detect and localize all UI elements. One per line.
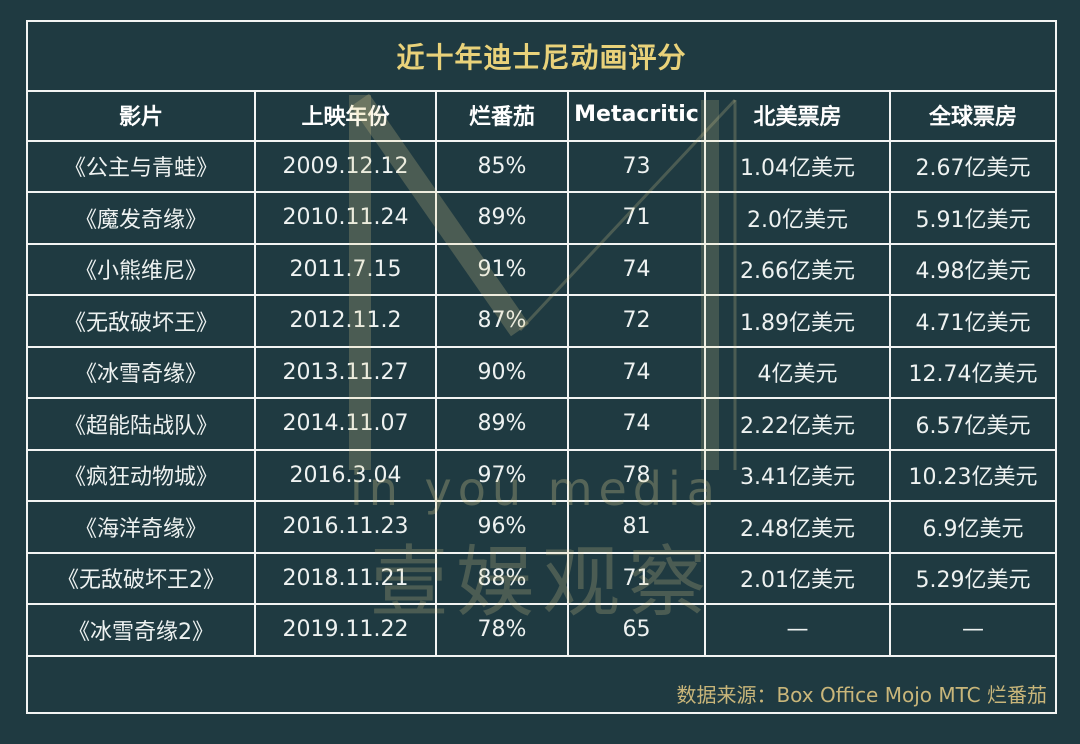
domestic-box-office-cell: 2.48亿美元	[704, 500, 891, 554]
table-row: 《冰雪奇缘》 2013.11.27 90% 74 4亿美元 12.74亿美元	[28, 345, 1055, 399]
rotten-tomatoes-cell: 89%	[435, 397, 569, 451]
worldwide-box-office-cell: 2.67亿美元	[889, 139, 1055, 193]
column-header: Metacritic	[567, 90, 706, 142]
release-date-cell: 2014.11.07	[254, 397, 437, 451]
domestic-box-office-cell: 2.22亿美元	[704, 397, 891, 451]
worldwide-box-office-cell: 4.98亿美元	[889, 242, 1055, 296]
table-row: 《魔发奇缘》 2010.11.24 89% 71 2.0亿美元 5.91亿美元	[28, 191, 1055, 245]
rotten-tomatoes-cell: 88%	[435, 551, 569, 605]
domestic-box-office-cell: 2.0亿美元	[704, 191, 891, 245]
worldwide-box-office-cell: 6.9亿美元	[889, 500, 1055, 554]
film-cell: 《无敌破坏王2》	[28, 551, 256, 605]
source-text: 数据来源：Box Office Mojo MTC 烂番茄	[676, 682, 1047, 707]
header-row: 影片 上映年份 烂番茄 Metacritic 北美票房 全球票房	[28, 90, 1055, 142]
film-cell: 《小熊维尼》	[28, 242, 256, 296]
domestic-box-office-cell: 1.89亿美元	[704, 294, 891, 348]
worldwide-box-office-cell: 10.23亿美元	[889, 448, 1055, 502]
film-cell: 《冰雪奇缘》	[28, 345, 256, 399]
domestic-box-office-cell: 2.66亿美元	[704, 242, 891, 296]
metacritic-cell: 65	[567, 603, 706, 657]
metacritic-cell: 78	[567, 448, 706, 502]
film-cell: 《疯狂动物城》	[28, 448, 256, 502]
worldwide-box-office-cell: 6.57亿美元	[889, 397, 1055, 451]
domestic-box-office-cell: 1.04亿美元	[704, 139, 891, 193]
film-cell: 《超能陆战队》	[28, 397, 256, 451]
table-row: 《无敌破坏王2》 2018.11.21 88% 71 2.01亿美元 5.29亿美元	[28, 551, 1055, 605]
worldwide-box-office-cell: 5.91亿美元	[889, 191, 1055, 245]
release-date-cell: 2012.11.2	[254, 294, 437, 348]
domestic-box-office-cell: 4亿美元	[704, 345, 891, 399]
table-row: 《无敌破坏王》 2012.11.2 87% 72 1.89亿美元 4.71亿美元	[28, 294, 1055, 348]
metacritic-cell: 74	[567, 242, 706, 296]
rotten-tomatoes-cell: 78%	[435, 603, 569, 657]
metacritic-cell: 71	[567, 191, 706, 245]
rotten-tomatoes-cell: 97%	[435, 448, 569, 502]
rotten-tomatoes-cell: 85%	[435, 139, 569, 193]
domestic-box-office-cell: 3.41亿美元	[704, 448, 891, 502]
worldwide-box-office-cell: 12.74亿美元	[889, 345, 1055, 399]
rotten-tomatoes-cell: 91%	[435, 242, 569, 296]
table-row: 《海洋奇缘》 2016.11.23 96% 81 2.48亿美元 6.9亿美元	[28, 500, 1055, 554]
rotten-tomatoes-cell: 90%	[435, 345, 569, 399]
title-bar: 近十年迪士尼动画评分	[28, 22, 1055, 92]
release-date-cell: 2013.11.27	[254, 345, 437, 399]
release-date-cell: 2009.12.12	[254, 139, 437, 193]
column-header: 上映年份	[254, 90, 437, 142]
release-date-cell: 2018.11.21	[254, 551, 437, 605]
table-row: 《超能陆战队》 2014.11.07 89% 74 2.22亿美元 6.57亿美元	[28, 397, 1055, 451]
release-date-cell: 2019.11.22	[254, 603, 437, 657]
rotten-tomatoes-cell: 89%	[435, 191, 569, 245]
table-row: 《冰雪奇缘2》 2019.11.22 78% 65— —	[28, 603, 1055, 657]
worldwide-box-office-cell: 4.71亿美元	[889, 294, 1055, 348]
rotten-tomatoes-cell: 87%	[435, 294, 569, 348]
metacritic-cell: 73	[567, 139, 706, 193]
film-cell: 《无敌破坏王》	[28, 294, 256, 348]
table-row: 《疯狂动物城》 2016.3.04 97% 78 3.41亿美元 10.23亿美元	[28, 448, 1055, 502]
domestic-box-office-cell: —	[704, 603, 891, 657]
worldwide-box-office-cell: 5.29亿美元	[889, 551, 1055, 605]
table-row: 《公主与青蛙》 2009.12.12 85% 73 1.04亿美元 2.67亿美元	[28, 139, 1055, 193]
metacritic-cell: 74	[567, 345, 706, 399]
film-cell: 《冰雪奇缘2》	[28, 603, 256, 657]
column-header: 全球票房	[889, 90, 1055, 142]
metacritic-cell: 72	[567, 294, 706, 348]
domestic-box-office-cell: 2.01亿美元	[704, 551, 891, 605]
film-cell: 《公主与青蛙》	[28, 139, 256, 193]
table-title: 近十年迪士尼动画评分	[396, 41, 687, 74]
source-footer: 数据来源：Box Office Mojo MTC 烂番茄	[28, 674, 1055, 712]
release-date-cell: 2011.7.15	[254, 242, 437, 296]
metacritic-cell: 74	[567, 397, 706, 451]
release-date-cell: 2016.11.23	[254, 500, 437, 554]
release-date-cell: 2010.11.24	[254, 191, 437, 245]
metacritic-cell: 81	[567, 500, 706, 554]
ratings-table: 影片 上映年份 烂番茄 Metacritic 北美票房 全球票房 《公主与青蛙》…	[28, 90, 1055, 657]
worldwide-box-office-cell: —	[889, 603, 1055, 657]
metacritic-cell: 71	[567, 551, 706, 605]
table-row: 《小熊维尼》 2011.7.15 91% 74 2.66亿美元 4.98亿美元	[28, 242, 1055, 296]
release-date-cell: 2016.3.04	[254, 448, 437, 502]
column-header: 影片	[28, 90, 256, 142]
film-cell: 《海洋奇缘》	[28, 500, 256, 554]
table-frame: 近十年迪士尼动画评分 影片 上映年份 烂番茄 Metacritic 北美票房 全…	[26, 20, 1057, 714]
film-cell: 《魔发奇缘》	[28, 191, 256, 245]
column-header: 北美票房	[704, 90, 891, 142]
rotten-tomatoes-cell: 96%	[435, 500, 569, 554]
column-header: 烂番茄	[435, 90, 569, 142]
